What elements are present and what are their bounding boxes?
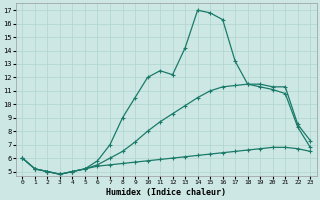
X-axis label: Humidex (Indice chaleur): Humidex (Indice chaleur) [106,188,226,197]
